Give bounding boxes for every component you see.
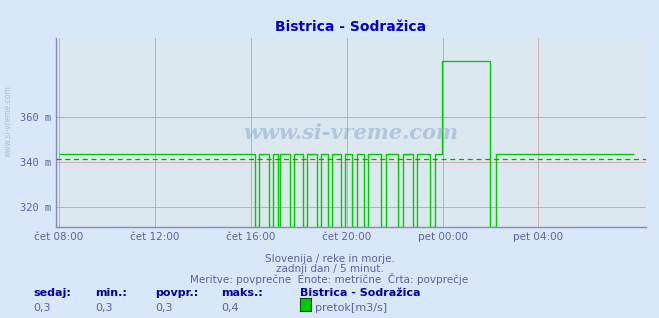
Text: maks.:: maks.:	[221, 288, 262, 298]
Text: min.:: min.:	[96, 288, 127, 298]
Text: www.si-vreme.com: www.si-vreme.com	[243, 123, 459, 143]
Text: pretok[m3/s]: pretok[m3/s]	[315, 303, 387, 313]
Text: zadnji dan / 5 minut.: zadnji dan / 5 minut.	[275, 264, 384, 274]
Text: 0,3: 0,3	[33, 303, 51, 313]
Title: Bistrica - Sodražica: Bistrica - Sodražica	[275, 20, 426, 34]
Text: povpr.:: povpr.:	[155, 288, 198, 298]
Text: 0,3: 0,3	[96, 303, 113, 313]
Text: 0,4: 0,4	[221, 303, 239, 313]
Text: sedaj:: sedaj:	[33, 288, 71, 298]
Text: Bistrica - Sodražica: Bistrica - Sodražica	[300, 288, 420, 298]
Text: Slovenija / reke in morje.: Slovenija / reke in morje.	[264, 254, 395, 264]
Text: 0,3: 0,3	[155, 303, 173, 313]
Text: Meritve: povprečne  Enote: metrične  Črta: povprečje: Meritve: povprečne Enote: metrične Črta:…	[190, 273, 469, 286]
Text: www.si-vreme.com: www.si-vreme.com	[3, 85, 13, 157]
